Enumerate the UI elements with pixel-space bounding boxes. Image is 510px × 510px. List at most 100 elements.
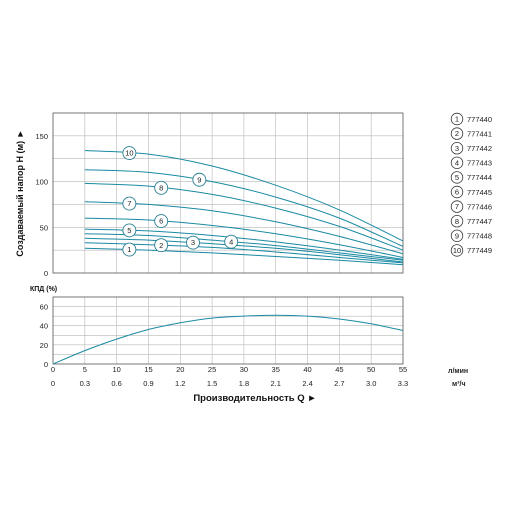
legend-item-label: 777442: [467, 144, 492, 153]
head-grid: [53, 113, 403, 273]
flow-xtick-lmin-label: 50: [367, 365, 375, 374]
head-curve-6: [84, 217, 404, 258]
efficiency-grid: [53, 297, 403, 364]
flow-xtick-lmin-label: 20: [176, 365, 184, 374]
flow-xtick-m3h-label: 0.9: [143, 379, 153, 388]
flow-xtick-m3h-label: 3.3: [398, 379, 408, 388]
legend-marker-label: 5: [455, 173, 459, 182]
legend-marker-circle: [450, 214, 464, 228]
flow-xtick-lmin-label: 45: [335, 365, 343, 374]
head-curve-2: [84, 242, 404, 264]
efficiency-ytick-label: 20: [40, 341, 48, 350]
legend-marker-circle: [450, 156, 464, 170]
legend-marker-label: 8: [455, 217, 459, 226]
efficiency-ytick-label: 0: [44, 360, 48, 369]
legend-item-label: 777440: [467, 115, 492, 124]
curve-marker-label: 3: [191, 238, 195, 247]
efficiency-ytick-label: 60: [40, 303, 48, 312]
curve-marker-label: 4: [229, 237, 233, 246]
legend-item-label: 777441: [467, 129, 492, 138]
legend-marker-label: 1: [455, 115, 459, 124]
efficiency-axis-title: КПД (%): [30, 286, 57, 293]
flow-xtick-m3h-label: 2.4: [302, 379, 312, 388]
head-curve-8: [84, 182, 404, 251]
efficiency-curve-group: [52, 314, 404, 365]
unit-m3h-label: м³/ч: [452, 381, 466, 388]
legend-item-label: 777445: [467, 188, 492, 197]
legend-marker-circle: [450, 244, 464, 257]
legend-marker-label: 6: [455, 188, 459, 197]
curve-marker-circle: [122, 223, 137, 238]
curve-marker-label: 9: [197, 175, 201, 184]
legend-marker-label: 3: [455, 144, 459, 153]
legend-marker-circle: [450, 127, 464, 140]
legend-marker-label: 10: [453, 246, 461, 255]
head-curve-10: [84, 150, 404, 242]
flow-axis-title: Производительность Q ►: [193, 393, 316, 404]
head-ytick-label: 50: [40, 223, 48, 232]
flow-xtick-m3h-label: 0: [51, 379, 55, 388]
flow-xtick-m3h-label: 1.8: [239, 379, 249, 388]
legend-marker-circle: [450, 185, 464, 199]
flow-xtick-m3h-label: 3.0: [366, 379, 376, 388]
unit-lmin-label: л/мин: [448, 368, 468, 375]
flow-xtick-lmin-label: 25: [208, 365, 216, 374]
flow-xtick-m3h-label: 1.5: [207, 379, 217, 388]
curve-marker-label: 8: [159, 183, 163, 192]
curve-marker-circle: [224, 234, 239, 249]
flow-xtick-lmin-label: 30: [240, 365, 248, 374]
legend-item-label: 777444: [467, 173, 492, 182]
legend-marker-label: 4: [455, 158, 459, 167]
curve-marker-circle: [186, 235, 200, 250]
efficiency-curve: [52, 314, 404, 365]
curve-marker-circle: [122, 242, 137, 257]
legend-marker-label: 7: [455, 202, 459, 211]
legend-marker-circle: [450, 200, 464, 213]
legend-marker-circle: [450, 171, 464, 184]
curve-marker-circle: [154, 238, 169, 253]
legend: 1 777440 2 777441 3 777442 4 777443 5 777444 6 7774…: [450, 112, 492, 257]
legend-item-label: 777448: [467, 232, 492, 241]
flow-xtick-m3h-label: 0.6: [111, 379, 121, 388]
head-curve-4: [84, 233, 404, 261]
flow-xtick-m3h-label: 1.2: [175, 379, 185, 388]
curve-marker-label: 6: [159, 217, 163, 226]
head-curve-1: [84, 247, 404, 266]
flow-xtick-lmin-label: 55: [399, 365, 407, 374]
head-ytick-label: 150: [35, 132, 48, 141]
flow-xtick-lmin-label: 15: [144, 365, 152, 374]
curve-marker-circle: [192, 172, 207, 187]
curve-marker-circle: [122, 196, 137, 211]
legend-marker-circle: [450, 141, 464, 155]
flow-xtick-lmin-label: 5: [83, 365, 87, 374]
efficiency-plot-frame: [52, 296, 404, 365]
curve-marker-label: 10: [125, 149, 133, 158]
head-ytick-label: 0: [44, 269, 48, 278]
head-plot-frame: [52, 112, 404, 274]
flow-xtick-lmin-label: 40: [303, 365, 311, 374]
curve-marker-label: 2: [159, 241, 163, 250]
curve-marker-label: 1: [127, 245, 131, 254]
flow-xtick-lmin-label: 0: [51, 365, 55, 374]
head-curve-9: [84, 169, 404, 247]
flow-xtick-lmin-label: 35: [272, 365, 280, 374]
flow-xtick-m3h-label: 0.3: [80, 379, 90, 388]
legend-item-label: 777443: [467, 159, 492, 168]
curve-marker-circle: [122, 146, 137, 160]
curve-marker-label: 7: [127, 199, 131, 208]
legend-item-label: 777446: [467, 202, 492, 211]
head-axis-title: Создаваемый напор Н (м) ►: [15, 129, 25, 256]
head-curve-5: [84, 228, 404, 260]
curve-marker-circle: [154, 214, 169, 229]
head-curve-7: [84, 201, 404, 255]
flow-xtick-m3h-label: 2.1: [271, 379, 281, 388]
curve-marker-circle: [154, 180, 169, 195]
head-curve-3: [84, 237, 404, 263]
efficiency-ytick-label: 40: [40, 322, 48, 331]
curve-marker-label: 5: [127, 226, 131, 235]
legend-item-label: 777447: [467, 217, 492, 226]
flow-xtick-lmin-label: 10: [112, 365, 120, 374]
head-ytick-label: 100: [35, 178, 48, 187]
